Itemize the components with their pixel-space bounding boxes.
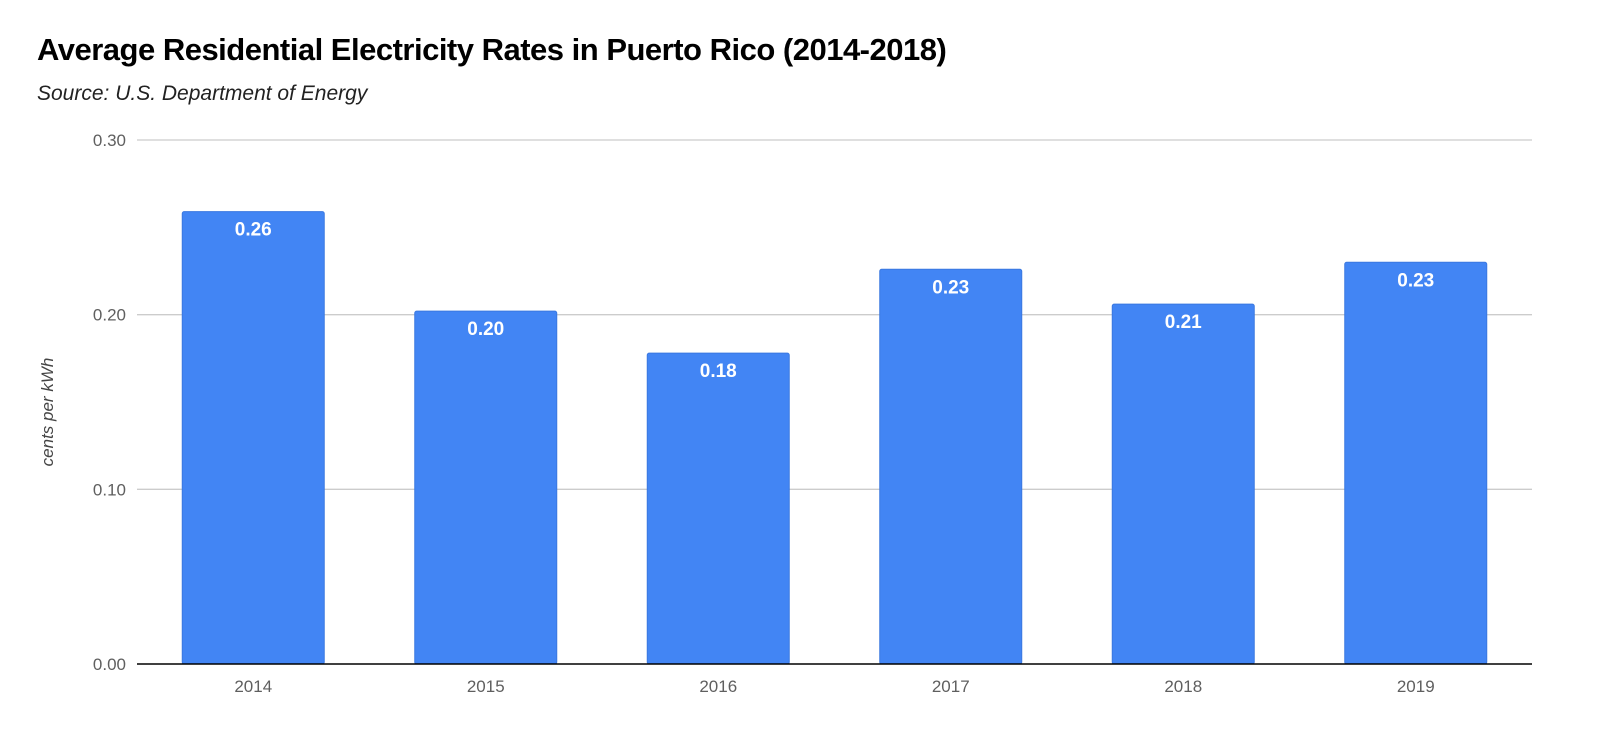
data-label-2019: 0.23 <box>1397 270 1434 291</box>
bar-2017[interactable] <box>879 268 1023 665</box>
x-tick-label: 2015 <box>467 677 505 696</box>
y-axis-ticks: 0.00 0.10 0.20 0.30 <box>93 131 126 674</box>
data-labels: 0.26 0.20 0.18 0.23 0.21 0.23 <box>235 220 1434 382</box>
bar-2018[interactable] <box>1111 303 1255 665</box>
chart-title: Average Residential Electricity Rates in… <box>37 32 947 67</box>
y-axis-label: cents per kWh <box>38 358 57 467</box>
y-tick-label: 0.20 <box>93 306 126 325</box>
x-tick-label: 2017 <box>932 677 970 696</box>
x-tick-label: 2018 <box>1164 677 1202 696</box>
x-axis-ticks: 2014 2015 2016 2017 2018 2019 <box>234 677 1434 696</box>
x-tick-label: 2014 <box>234 677 272 696</box>
data-label-2015: 0.20 <box>467 319 504 340</box>
x-tick-label: 2016 <box>699 677 737 696</box>
data-label-2014: 0.26 <box>235 220 272 241</box>
y-tick-label: 0.00 <box>93 655 126 674</box>
data-label-2017: 0.23 <box>932 277 969 298</box>
y-tick-label: 0.10 <box>93 480 126 499</box>
bar-2016[interactable] <box>646 352 790 665</box>
bar-2019[interactable] <box>1344 261 1488 665</box>
bar-2015[interactable] <box>414 310 558 665</box>
bar-2014[interactable] <box>181 211 325 665</box>
x-tick-label: 2019 <box>1397 677 1435 696</box>
bars <box>181 211 1488 665</box>
y-tick-label: 0.30 <box>93 131 126 150</box>
data-label-2016: 0.18 <box>700 361 737 382</box>
chart-subtitle: Source: U.S. Department of Energy <box>37 82 368 105</box>
gridlines <box>137 139 1532 490</box>
data-label-2018: 0.21 <box>1165 312 1202 333</box>
